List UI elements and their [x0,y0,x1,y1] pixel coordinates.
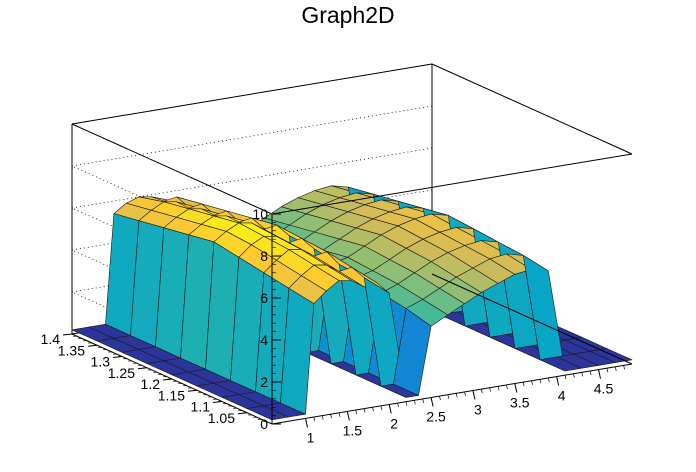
x-minor-tick [581,372,584,377]
x-minor-tick [464,391,466,396]
x-minor-tick [497,386,500,391]
y-tick-label: 1.25 [108,365,135,381]
x-minor-tick [514,383,517,388]
x-minor-tick [439,396,441,401]
z-tick-label: 4 [260,332,268,348]
x-tick-label: 1.5 [343,422,363,438]
x-minor-tick [372,407,374,412]
x-minor-tick [623,365,625,370]
x-minor-tick [522,382,525,387]
x-minor-tick [388,404,391,409]
z-tick-label: 0 [260,416,268,432]
x-minor-tick [539,379,542,384]
x-minor-tick [489,387,492,392]
x-tick-label: 1 [307,429,315,445]
front-floor-edge [271,363,633,425]
back-top-edge [71,63,433,125]
x-minor-tick [547,377,550,383]
y-tick-label: 1.05 [208,410,235,426]
z-gridline-back [71,105,433,167]
x-minor-tick [313,416,316,422]
x-minor-tick [397,402,399,408]
x-minor-tick [380,405,383,410]
z-tick-label: 8 [260,248,268,264]
front-frame [271,63,633,425]
z-tick-label: 2 [260,374,268,390]
x-minor-tick [321,415,324,420]
z-tick-label: 10 [252,206,268,222]
x-tick-label: 2.5 [426,408,446,424]
z-gridline-back [71,147,433,209]
chart-title: Graph2D [301,2,395,28]
x-minor-tick [330,414,332,419]
x-minor-tick [363,408,366,413]
y-tick-label: 1.2 [141,376,161,392]
x-tick-label: 4.5 [594,381,614,397]
x-minor-tick [564,375,567,380]
x-tick-label: 2 [390,415,398,431]
x-minor-tick [506,384,508,390]
x-minor-tick [355,409,358,415]
z-gridline-back [71,63,433,125]
x-minor-tick [430,397,433,402]
x-minor-tick [405,401,408,406]
x-minor-tick [422,398,425,403]
x-minor-tick [455,393,458,398]
x-minor-tick [598,369,600,374]
x-minor-tick [413,400,416,405]
y-axis: 1.051.1 1.151.2 1.251.3 1.351.4 [41,331,267,426]
y-tick-label: 1.3 [91,354,111,370]
z-gridline-left [71,123,273,215]
x-minor-tick [606,368,609,373]
x-minor-tick [472,390,475,395]
front-top-edge [271,153,633,215]
y-tick-mark [62,333,73,336]
y-tick-label: 1.4 [41,331,61,347]
x-minor-tick [556,376,558,381]
x-minor-tick [447,394,450,399]
x-tick-label: 3.5 [510,395,530,411]
x-tick-label: 3 [474,402,482,418]
x-axis: 1 1.5 2 2.5 3 3.5 4 4.5 [305,365,625,445]
y-tick-label: 1.15 [158,387,185,403]
x-minor-tick [589,370,592,376]
y-tick-label: 1.1 [191,399,211,415]
x-minor-tick [531,380,533,385]
x-minor-tick [573,373,575,378]
z-axis: 0 2 4 6 8 10 [252,206,281,432]
x-minor-tick [480,389,483,394]
x-minor-tick [347,411,349,416]
x-tick-label: 4 [558,388,566,404]
x-minor-tick [305,418,307,423]
right-top-edge [431,63,633,155]
right-floor-edge [431,273,633,365]
x-minor-tick [614,366,617,371]
z-tick-label: 6 [260,290,268,306]
x-minor-tick [338,412,341,417]
y-tick-label: 1.35 [58,342,85,358]
